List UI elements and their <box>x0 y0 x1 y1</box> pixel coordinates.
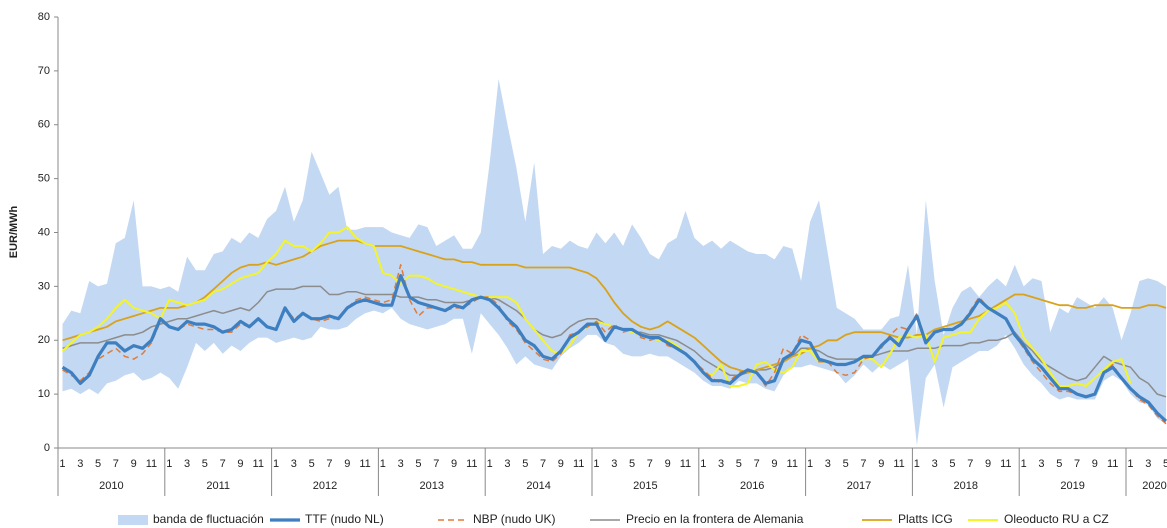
x-tick-label: 11 <box>1107 458 1118 470</box>
x-tick-label: 1 <box>700 458 706 470</box>
y-tick-label: 20 <box>38 334 50 346</box>
y-tick-label: 60 <box>38 119 50 131</box>
year-label: 2010 <box>99 480 123 492</box>
x-tick-label: 1 <box>273 458 279 470</box>
x-tick-label: 5 <box>949 458 955 470</box>
x-tick-label: 9 <box>985 458 991 470</box>
year-label: 2017 <box>847 480 871 492</box>
y-tick-label: 10 <box>38 388 50 400</box>
x-tick-label: 9 <box>237 458 243 470</box>
x-tick-label: 5 <box>415 458 421 470</box>
x-tick-label: 7 <box>647 458 653 470</box>
x-tick-label: 7 <box>220 458 226 470</box>
x-tick-label: 3 <box>398 458 404 470</box>
x-tick-label: 5 <box>1163 458 1167 470</box>
x-tick-label: 9 <box>344 458 350 470</box>
x-tick-label: 1 <box>59 458 65 470</box>
x-tick-label: 1 <box>380 458 386 470</box>
legend-swatch <box>118 515 148 525</box>
x-tick-label: 7 <box>967 458 973 470</box>
x-tick-label: 1 <box>487 458 493 470</box>
x-tick-label: 1 <box>1021 458 1027 470</box>
x-tick-label: 3 <box>718 458 724 470</box>
year-label: 2016 <box>740 480 764 492</box>
x-tick-label: 5 <box>202 458 208 470</box>
x-tick-label: 11 <box>466 458 477 470</box>
series-line <box>61 274 1167 423</box>
legend-label: Oleoducto RU a CZ <box>1004 512 1109 526</box>
x-tick-label: 11 <box>359 458 370 470</box>
x-tick-label: 1 <box>807 458 813 470</box>
year-label: 2012 <box>313 480 337 492</box>
x-tick-label: 7 <box>1074 458 1080 470</box>
fluctuation-band <box>62 79 1166 446</box>
x-tick-label: 5 <box>629 458 635 470</box>
year-label: 2014 <box>526 480 550 492</box>
x-tick-label: 11 <box>253 458 264 470</box>
x-tick-label: 3 <box>1038 458 1044 470</box>
year-label: 2020 <box>1142 480 1166 492</box>
x-tick-label: 11 <box>573 458 584 470</box>
x-tick-label: 9 <box>878 458 884 470</box>
x-tick-label: 5 <box>309 458 315 470</box>
x-tick-label: 9 <box>131 458 137 470</box>
x-tick-label: 9 <box>451 458 457 470</box>
x-tick-label: 7 <box>754 458 760 470</box>
x-tick-label: 7 <box>433 458 439 470</box>
x-tick-label: 5 <box>736 458 742 470</box>
x-tick-label: 3 <box>184 458 190 470</box>
year-label: 2018 <box>954 480 978 492</box>
x-tick-label: 5 <box>1056 458 1062 470</box>
x-tick-label: 7 <box>860 458 866 470</box>
y-tick-label: 30 <box>38 280 50 292</box>
year-label: 2011 <box>206 480 230 492</box>
x-tick-label: 7 <box>326 458 332 470</box>
y-tick-label: 40 <box>38 226 50 238</box>
x-tick-label: 9 <box>665 458 671 470</box>
x-tick-label: 1 <box>593 458 599 470</box>
x-tick-label: 1 <box>1127 458 1133 470</box>
x-tick-label: 5 <box>95 458 101 470</box>
x-tick-label: 11 <box>787 458 798 470</box>
x-tick-label: 7 <box>540 458 546 470</box>
x-tick-label: 11 <box>1000 458 1011 470</box>
legend-label: Precio en la frontera de Alemania <box>626 512 804 526</box>
x-tick-label: 5 <box>522 458 528 470</box>
x-tick-label: 3 <box>291 458 297 470</box>
x-tick-label: 11 <box>893 458 904 470</box>
x-tick-label: 3 <box>611 458 617 470</box>
year-label: 2019 <box>1060 480 1084 492</box>
year-label: 2013 <box>420 480 444 492</box>
x-tick-label: 3 <box>1145 458 1151 470</box>
x-tick-label: 3 <box>825 458 831 470</box>
y-tick-label: 70 <box>38 65 50 77</box>
x-tick-label: 3 <box>504 458 510 470</box>
x-tick-label: 1 <box>914 458 920 470</box>
x-tick-label: 1 <box>166 458 172 470</box>
x-tick-label: 5 <box>843 458 849 470</box>
x-tick-label: 9 <box>558 458 564 470</box>
x-tick-label: 3 <box>77 458 83 470</box>
x-tick-label: 11 <box>680 458 691 470</box>
x-tick-label: 9 <box>1092 458 1098 470</box>
y-axis-label: EUR/MWh <box>8 205 20 258</box>
y-tick-label: 0 <box>44 442 50 454</box>
x-tick-label: 9 <box>771 458 777 470</box>
legend-label: NBP (nudo UK) <box>473 512 555 526</box>
x-tick-label: 3 <box>932 458 938 470</box>
x-tick-label: 7 <box>113 458 119 470</box>
x-tick-label: 11 <box>146 458 157 470</box>
y-tick-label: 80 <box>38 11 50 23</box>
series-line <box>62 239 1167 374</box>
legend-label: Platts ICG <box>898 512 953 526</box>
legend-label: TTF (nudo NL) <box>305 512 384 526</box>
year-label: 2015 <box>633 480 657 492</box>
y-tick-label: 50 <box>38 173 50 185</box>
legend-label: banda de fluctuación <box>153 512 264 526</box>
